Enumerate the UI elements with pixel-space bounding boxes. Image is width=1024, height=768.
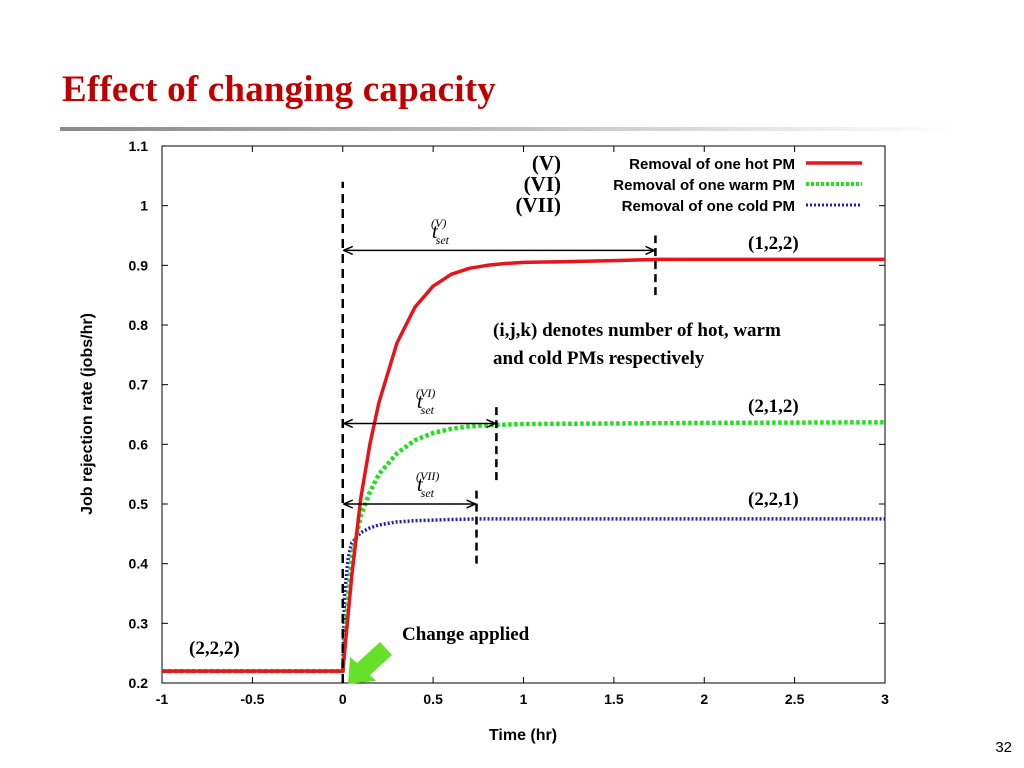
x-tick-label: -1 [156, 691, 169, 707]
settling-markers [341, 181, 657, 683]
note-line-1: (i,j,k) denotes number of hot, warm [493, 320, 781, 341]
legend-text-VI: Removal of one warm PM [613, 177, 795, 194]
state-label-V: (1,2,2) [748, 233, 799, 254]
change-applied-arrow [348, 642, 392, 684]
x-tick-label: 1.5 [604, 691, 624, 707]
legend: (V) Removal of one hot PM (VI) Removal o… [516, 151, 862, 217]
series-line-V [162, 257, 885, 673]
y-tick-label: 0.9 [129, 257, 149, 273]
state-label-VI: (2,1,2) [748, 396, 799, 417]
legend-text-VII: Removal of one cold PM [622, 198, 795, 215]
x-tick-label: 2.5 [785, 691, 805, 707]
note-line-2: and cold PMs respectively [493, 348, 705, 369]
tset-symbol-VII: t [417, 472, 424, 496]
x-tick-label: 2 [700, 691, 708, 707]
y-tick-label: 0.5 [129, 496, 149, 512]
y-tick-label: 0.3 [129, 615, 149, 631]
tset-sub-V: set [436, 233, 450, 247]
y-axis-label: Job rejection rate (jobs/hr) [79, 313, 96, 515]
series-group [162, 257, 886, 674]
legend-text-V: Removal of one hot PM [629, 156, 795, 173]
slide-title: Effect of changing capacity [62, 69, 496, 110]
x-axis-label: Time (hr) [489, 727, 557, 744]
x-tick-label: -0.5 [240, 691, 264, 707]
x-tick-label: 3 [881, 691, 889, 707]
tset-sup-V: (V) [431, 216, 446, 230]
tset-sup-VII: (VII) [416, 469, 439, 483]
legend-roman-VI: (VI) [524, 172, 561, 196]
y-tick-label: 1.1 [129, 138, 149, 154]
state-label-VII: (2,2,1) [748, 489, 799, 510]
y-tick-label: 1 [140, 198, 148, 214]
legend-roman-V: (V) [532, 151, 561, 175]
tset-sub-VII: set [421, 486, 435, 500]
x-ticks: -1 -0.5 0 0.5 1 1.5 2 2.5 3 [156, 146, 889, 707]
page-number: 32 [995, 739, 1012, 756]
series-line-VI [162, 420, 886, 674]
y-tick-label: 0.6 [129, 436, 149, 452]
tset-label-VII: tset (VII) [416, 469, 439, 500]
legend-roman-VII: (VII) [516, 193, 562, 217]
change-applied-label: Change applied [402, 624, 530, 645]
y-tick-label: 0.2 [129, 675, 149, 691]
x-tick-label: 1 [520, 691, 528, 707]
tset-label-VI: tset (VI) [416, 386, 435, 417]
title-rule [60, 127, 960, 131]
x-tick-label: 0.5 [423, 691, 443, 707]
state-label-initial: (2,2,2) [189, 638, 240, 659]
y-tick-label: 0.7 [129, 377, 149, 393]
tset-symbol-V: t [432, 219, 439, 243]
tset-symbol-VI: t [417, 389, 424, 413]
y-ticks: 0.2 0.3 0.4 0.5 0.6 0.7 0.8 0.9 1 1.1 [129, 138, 885, 691]
tset-sub-VI: set [421, 403, 435, 417]
plot-frame [161, 145, 886, 684]
y-tick-label: 0.4 [129, 556, 149, 572]
tset-sup-VI: (VI) [416, 386, 435, 400]
x-tick-label: 0 [339, 691, 347, 707]
tset-label-V: tset (V) [431, 216, 450, 247]
series-line-VII [162, 517, 885, 673]
y-tick-label: 0.8 [129, 317, 149, 333]
